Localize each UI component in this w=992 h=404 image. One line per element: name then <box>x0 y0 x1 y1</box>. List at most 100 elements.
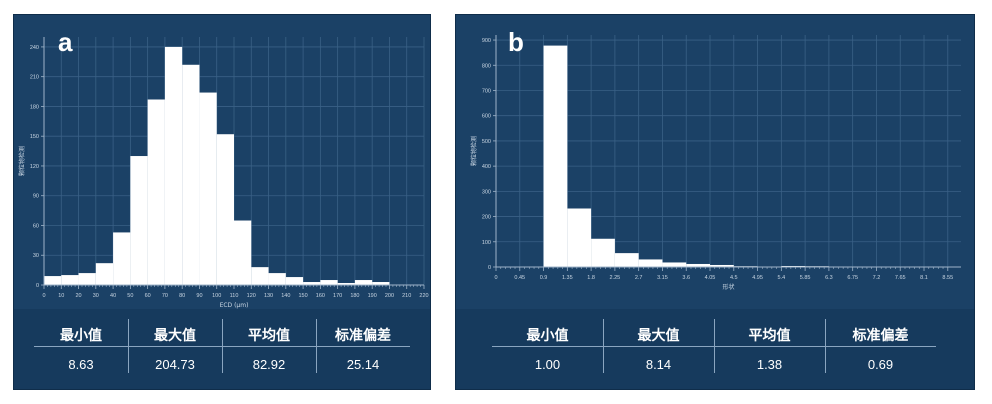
histogram-bar <box>234 220 252 285</box>
stat-value: 204.73 <box>155 357 195 372</box>
histogram-bar <box>320 280 338 285</box>
y-tick-label: 300 <box>482 189 491 195</box>
x-tick-label: 1.35 <box>562 275 573 281</box>
y-tick-label: 0 <box>488 265 491 271</box>
stat-column: 最大值 8.14 <box>603 319 714 373</box>
histogram-bar <box>567 208 592 267</box>
histogram-bar <box>199 92 217 285</box>
x-tick-label: 5.85 <box>800 275 811 281</box>
chart-panel-b: 0 0.45 0.9 1.35 1.8 2.25 2.7 3.15 3.6 4.05 4.5 4.95… <box>455 14 975 390</box>
histogram-bar <box>113 232 131 285</box>
stat-column: 平均值 82.92 <box>222 319 316 373</box>
histogram-bar <box>61 275 79 285</box>
stats-table-a: 最小值 8.63 最大值 204.73 平均值 82.92 标准偏差 25.14 <box>14 309 430 389</box>
stat-label: 标准偏差 <box>852 327 909 343</box>
histogram-bar <box>372 282 390 285</box>
y-axis-label: 颗粒物检测 <box>18 146 26 176</box>
stat-value: 0.69 <box>867 357 894 372</box>
y-tick-label: 500 <box>482 139 491 145</box>
x-tick-label: 130 <box>264 293 273 299</box>
stat-label: 平均值 <box>748 327 791 343</box>
panel-letter-a: a <box>58 27 73 57</box>
x-tick-label: 170 <box>333 293 342 299</box>
x-tick-label: 160 <box>316 293 325 299</box>
x-tick-label: 80 <box>179 293 185 299</box>
y-tick-label: 210 <box>30 75 39 81</box>
histogram-bar <box>781 265 806 267</box>
y-tick-label: 180 <box>30 104 39 110</box>
x-tick-label: 5.4 <box>778 275 786 281</box>
x-tick-label: 0.45 <box>514 275 525 281</box>
histogram-bar <box>147 99 165 285</box>
x-tick-label: 40 <box>110 293 116 299</box>
histogram-bar <box>543 45 568 267</box>
y-tick-label: 700 <box>482 88 491 94</box>
histogram-bar <box>164 46 183 285</box>
stat-label: 标准偏差 <box>335 327 391 343</box>
x-tick-label: 3.6 <box>682 275 690 281</box>
stat-label: 最大值 <box>637 327 680 343</box>
stat-column: 最小值 1.00 <box>492 319 603 373</box>
y-axis-label: 颗粒物检测 <box>470 136 478 166</box>
stat-column: 标准偏差 25.14 <box>316 319 410 373</box>
x-tick-label: 8.55 <box>942 275 953 281</box>
x-tick-label: 200 <box>385 293 394 299</box>
x-tick-label: 20 <box>75 293 81 299</box>
stat-column: 最小值 8.63 <box>34 319 128 373</box>
stat-divider <box>492 346 936 347</box>
histogram-bar <box>686 263 711 267</box>
histogram-bar <box>130 156 148 285</box>
x-axis-label: ECD (μm) <box>220 302 249 309</box>
x-tick-label: 140 <box>281 293 290 299</box>
x-tick-label: 120 <box>247 293 256 299</box>
x-tick-label: 4.95 <box>752 275 763 281</box>
x-tick-label: 0.9 <box>540 275 548 281</box>
x-tick-label: 6.3 <box>825 275 833 281</box>
x-tick-label: 220 <box>419 293 428 299</box>
y-tick-label: 900 <box>482 38 491 44</box>
stat-label: 最小值 <box>526 327 569 343</box>
stat-value: 82.92 <box>252 357 286 372</box>
histogram-bar <box>662 262 687 267</box>
stat-value: 1.38 <box>756 357 783 372</box>
histogram-bar <box>710 264 734 267</box>
x-tick-label: 90 <box>196 293 202 299</box>
x-tick-label: 10 <box>58 293 64 299</box>
x-tick-label: 7.2 <box>873 275 881 281</box>
histogram-bar <box>638 259 663 267</box>
histogram-bar <box>337 283 355 285</box>
y-tick-label: 0 <box>36 283 39 289</box>
y-tick-label: 120 <box>30 164 39 170</box>
x-tick-label: 2.25 <box>610 275 621 281</box>
y-tick-label: 30 <box>33 253 39 259</box>
histogram-bar <box>285 277 304 285</box>
x-tick-label: 1.8 <box>587 275 595 281</box>
stat-column: 平均值 1.38 <box>714 319 825 373</box>
histogram-ecd: 0 10 20 30 40 50 60 70 80 90 100 110 120 130 140 150 160… <box>18 37 429 309</box>
x-tick-label: 210 <box>402 293 411 299</box>
x-tick-label: 190 <box>368 293 377 299</box>
stat-label: 平均值 <box>248 327 290 343</box>
x-tick-label: 50 <box>127 293 133 299</box>
histogram-bar <box>78 273 96 285</box>
x-tick-label: 60 <box>145 293 151 299</box>
histogram-bar <box>95 263 114 285</box>
y-tick-label: 240 <box>30 45 39 51</box>
x-tick-label: 0 <box>494 275 497 281</box>
y-tick-label: 60 <box>33 223 39 229</box>
histogram-bar <box>44 276 62 285</box>
x-tick-label: 3.15 <box>657 275 668 281</box>
x-tick-label: 4.05 <box>705 275 716 281</box>
histogram-bar <box>216 134 234 285</box>
stat-value: 8.63 <box>68 357 94 372</box>
histogram-bar <box>591 238 615 267</box>
x-tick-label: 4.5 <box>730 275 738 281</box>
x-tick-label: 2.7 <box>635 275 643 281</box>
x-tick-label: 0 <box>42 293 45 299</box>
y-tick-label: 150 <box>30 134 39 140</box>
stats-table-b: 最小值 1.00 最大值 8.14 平均值 1.38 标准偏差 0.69 <box>456 309 974 389</box>
y-tick-label: 200 <box>482 215 491 221</box>
x-tick-label: 110 <box>230 293 239 299</box>
stat-label: 最大值 <box>154 327 196 343</box>
stat-value: 25.14 <box>346 357 380 372</box>
